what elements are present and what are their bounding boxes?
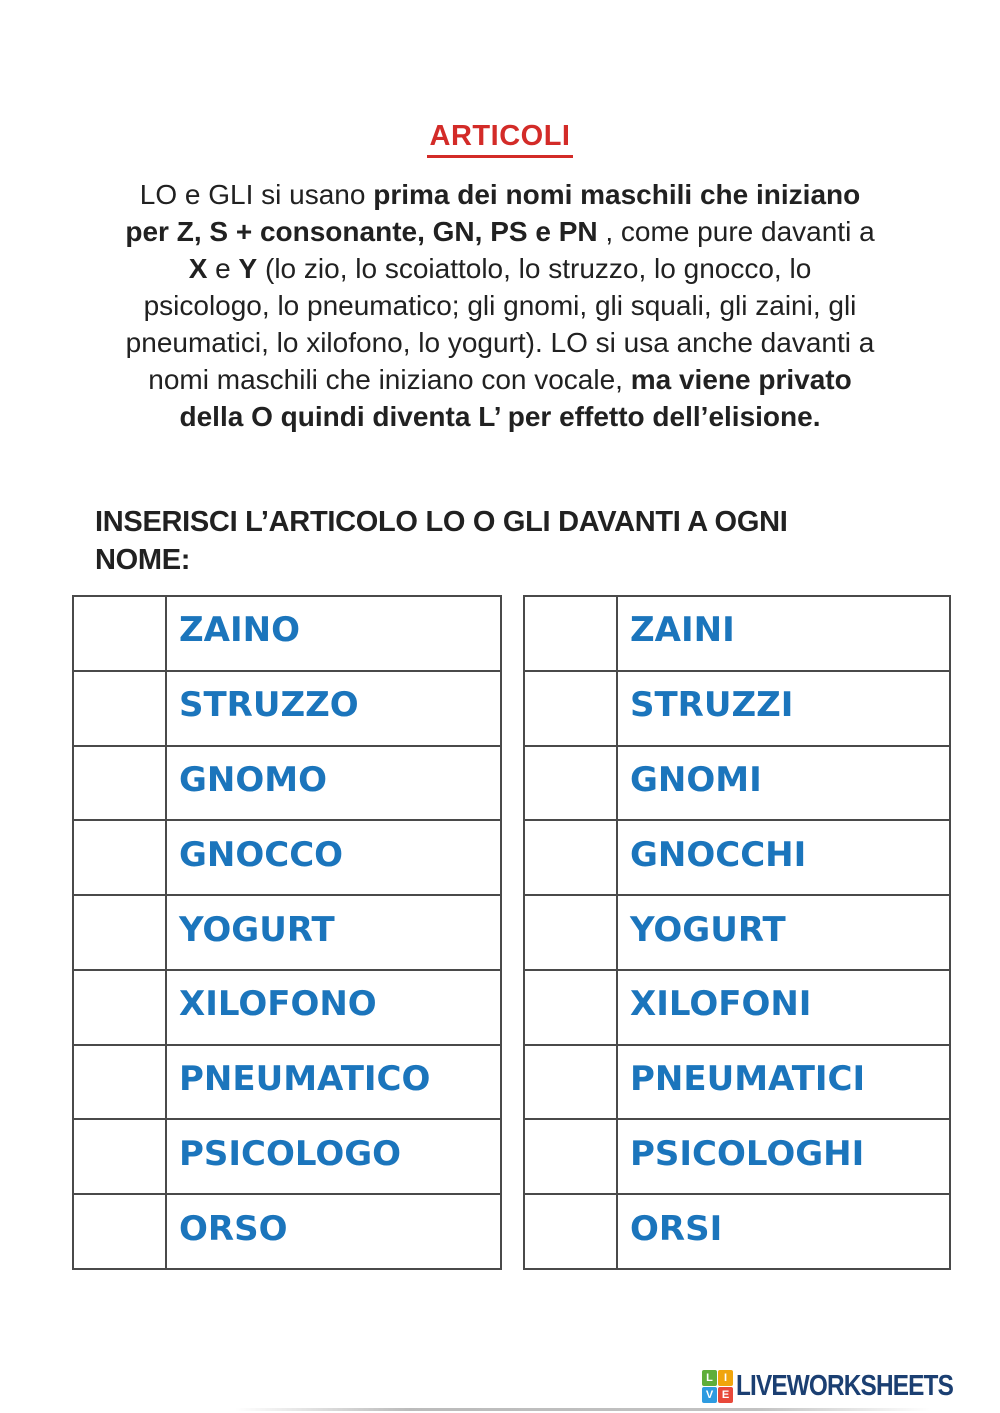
article-answer-cell[interactable] <box>525 671 618 745</box>
article-answer-cell[interactable] <box>525 896 618 969</box>
intro-line: della O quindi diventa L’ per effetto de… <box>179 401 821 432</box>
article-answer-cell[interactable] <box>74 1195 167 1269</box>
article-answer-cell[interactable] <box>525 970 618 1044</box>
article-answer-cell[interactable] <box>74 1045 167 1119</box>
singular-table-row-9: ORSO <box>74 1195 500 1269</box>
singular-table-row-6: XILOFONO <box>74 970 500 1046</box>
word-cell: PNEUMATICO <box>179 1059 431 1100</box>
plural-table-row-8: PSICOLOGHI <box>525 1120 949 1196</box>
plural-table-row-9: ORSI <box>525 1195 949 1269</box>
word-cell: YOGURT <box>179 909 335 950</box>
intro-line: per Z, S + consonante, GN, PS e PN , com… <box>125 216 875 247</box>
word-cell: GNOCCO <box>179 834 344 875</box>
scan-artifact-line <box>235 1408 930 1411</box>
article-answer-cell[interactable] <box>74 1120 167 1194</box>
article-answer-cell[interactable] <box>525 1045 618 1119</box>
singular-table-row-8: PSICOLOGO <box>74 1120 500 1196</box>
word-cell: STRUZZO <box>179 685 359 726</box>
logo-square-v: V <box>702 1387 717 1403</box>
page-title: ARTICOLI <box>426 120 574 158</box>
article-answer-cell[interactable] <box>525 597 618 670</box>
article-answer-cell[interactable] <box>74 970 167 1044</box>
singular-table-row-5: YOGURT <box>74 896 500 971</box>
word-cell: GNOMO <box>179 759 328 800</box>
word-cell: ORSO <box>179 1208 288 1249</box>
instruction-text: INSERISCI L’ARTICOLO LO O GLI DAVANTI A … <box>95 503 788 579</box>
article-answer-cell[interactable] <box>525 821 618 895</box>
intro-line: nomi maschili che iniziano con vocale, m… <box>148 364 852 395</box>
plural-table-row-7: PNEUMATICI <box>525 1045 949 1121</box>
article-answer-cell[interactable] <box>525 746 618 820</box>
plural-table-row-3: GNOMI <box>525 746 949 822</box>
word-cell: STRUZZI <box>630 685 794 726</box>
instruction-line: NOME: <box>95 544 191 576</box>
singular-table-row-1: ZAINO <box>74 597 500 672</box>
article-answer-cell[interactable] <box>74 671 167 745</box>
word-cell: PNEUMATICI <box>630 1059 866 1100</box>
word-cell: ORSI <box>630 1208 723 1249</box>
word-cell: GNOMI <box>630 759 762 800</box>
intro-line: LO e GLI si usano prima dei nomi maschil… <box>139 179 861 210</box>
word-cell: PSICOLOGO <box>179 1133 402 1174</box>
intro-line: pneumatici, lo xilofono, lo yogurt). LO … <box>125 327 875 358</box>
singular-table-row-3: GNOMO <box>74 746 500 822</box>
plural-table-row-5: YOGURT <box>525 896 949 971</box>
article-answer-cell[interactable] <box>525 1195 618 1269</box>
plural-table-row-4: GNOCCHI <box>525 821 949 897</box>
article-answer-cell[interactable] <box>525 1120 618 1194</box>
word-cell: YOGURT <box>630 909 786 950</box>
title-wrap: ARTICOLI <box>0 120 1000 158</box>
singular-table-row-2: STRUZZO <box>74 671 500 747</box>
word-cell: GNOCCHI <box>630 834 807 875</box>
word-cell: PSICOLOGHI <box>630 1133 865 1174</box>
plural-table-row-1: ZAINI <box>525 597 949 672</box>
logo-square-i: I <box>718 1370 733 1386</box>
singular-words-table: ZAINO STRUZZO GNOMO GNOCCO YOGURT XILOFONO PNE… <box>72 595 502 1270</box>
word-cell: XILOFONO <box>179 984 377 1025</box>
intro-paragraph: LO e GLI si usano prima dei nomi maschil… <box>60 176 940 435</box>
article-answer-cell[interactable] <box>74 597 167 670</box>
singular-table-row-7: PNEUMATICO <box>74 1045 500 1121</box>
word-cell: ZAINO <box>179 610 300 651</box>
singular-table-row-4: GNOCCO <box>74 821 500 897</box>
plural-table-row-2: STRUZZI <box>525 671 949 747</box>
intro-line: psicologo, lo pneumatico; gli gnomi, gli… <box>143 290 857 321</box>
intro-line: X e Y (lo zio, lo scoiattolo, lo struzzo… <box>188 253 812 284</box>
word-cell: XILOFONI <box>630 984 812 1025</box>
article-answer-cell[interactable] <box>74 821 167 895</box>
article-answer-cell[interactable] <box>74 896 167 969</box>
logo-square-l: L <box>702 1370 717 1386</box>
article-answer-cell[interactable] <box>74 746 167 820</box>
plural-words-table: ZAINI STRUZZI GNOMI GNOCCHI YOGURT XILOFONI PN… <box>523 595 951 1270</box>
instruction-line: INSERISCI L’ARTICOLO LO O GLI DAVANTI A … <box>95 506 788 538</box>
word-cell: ZAINI <box>630 610 735 651</box>
liveworksheets-logo-text: LIVEWORKSHEETS <box>736 1370 954 1402</box>
plural-table-row-6: XILOFONI <box>525 970 949 1046</box>
logo-square-e: E <box>718 1387 733 1403</box>
